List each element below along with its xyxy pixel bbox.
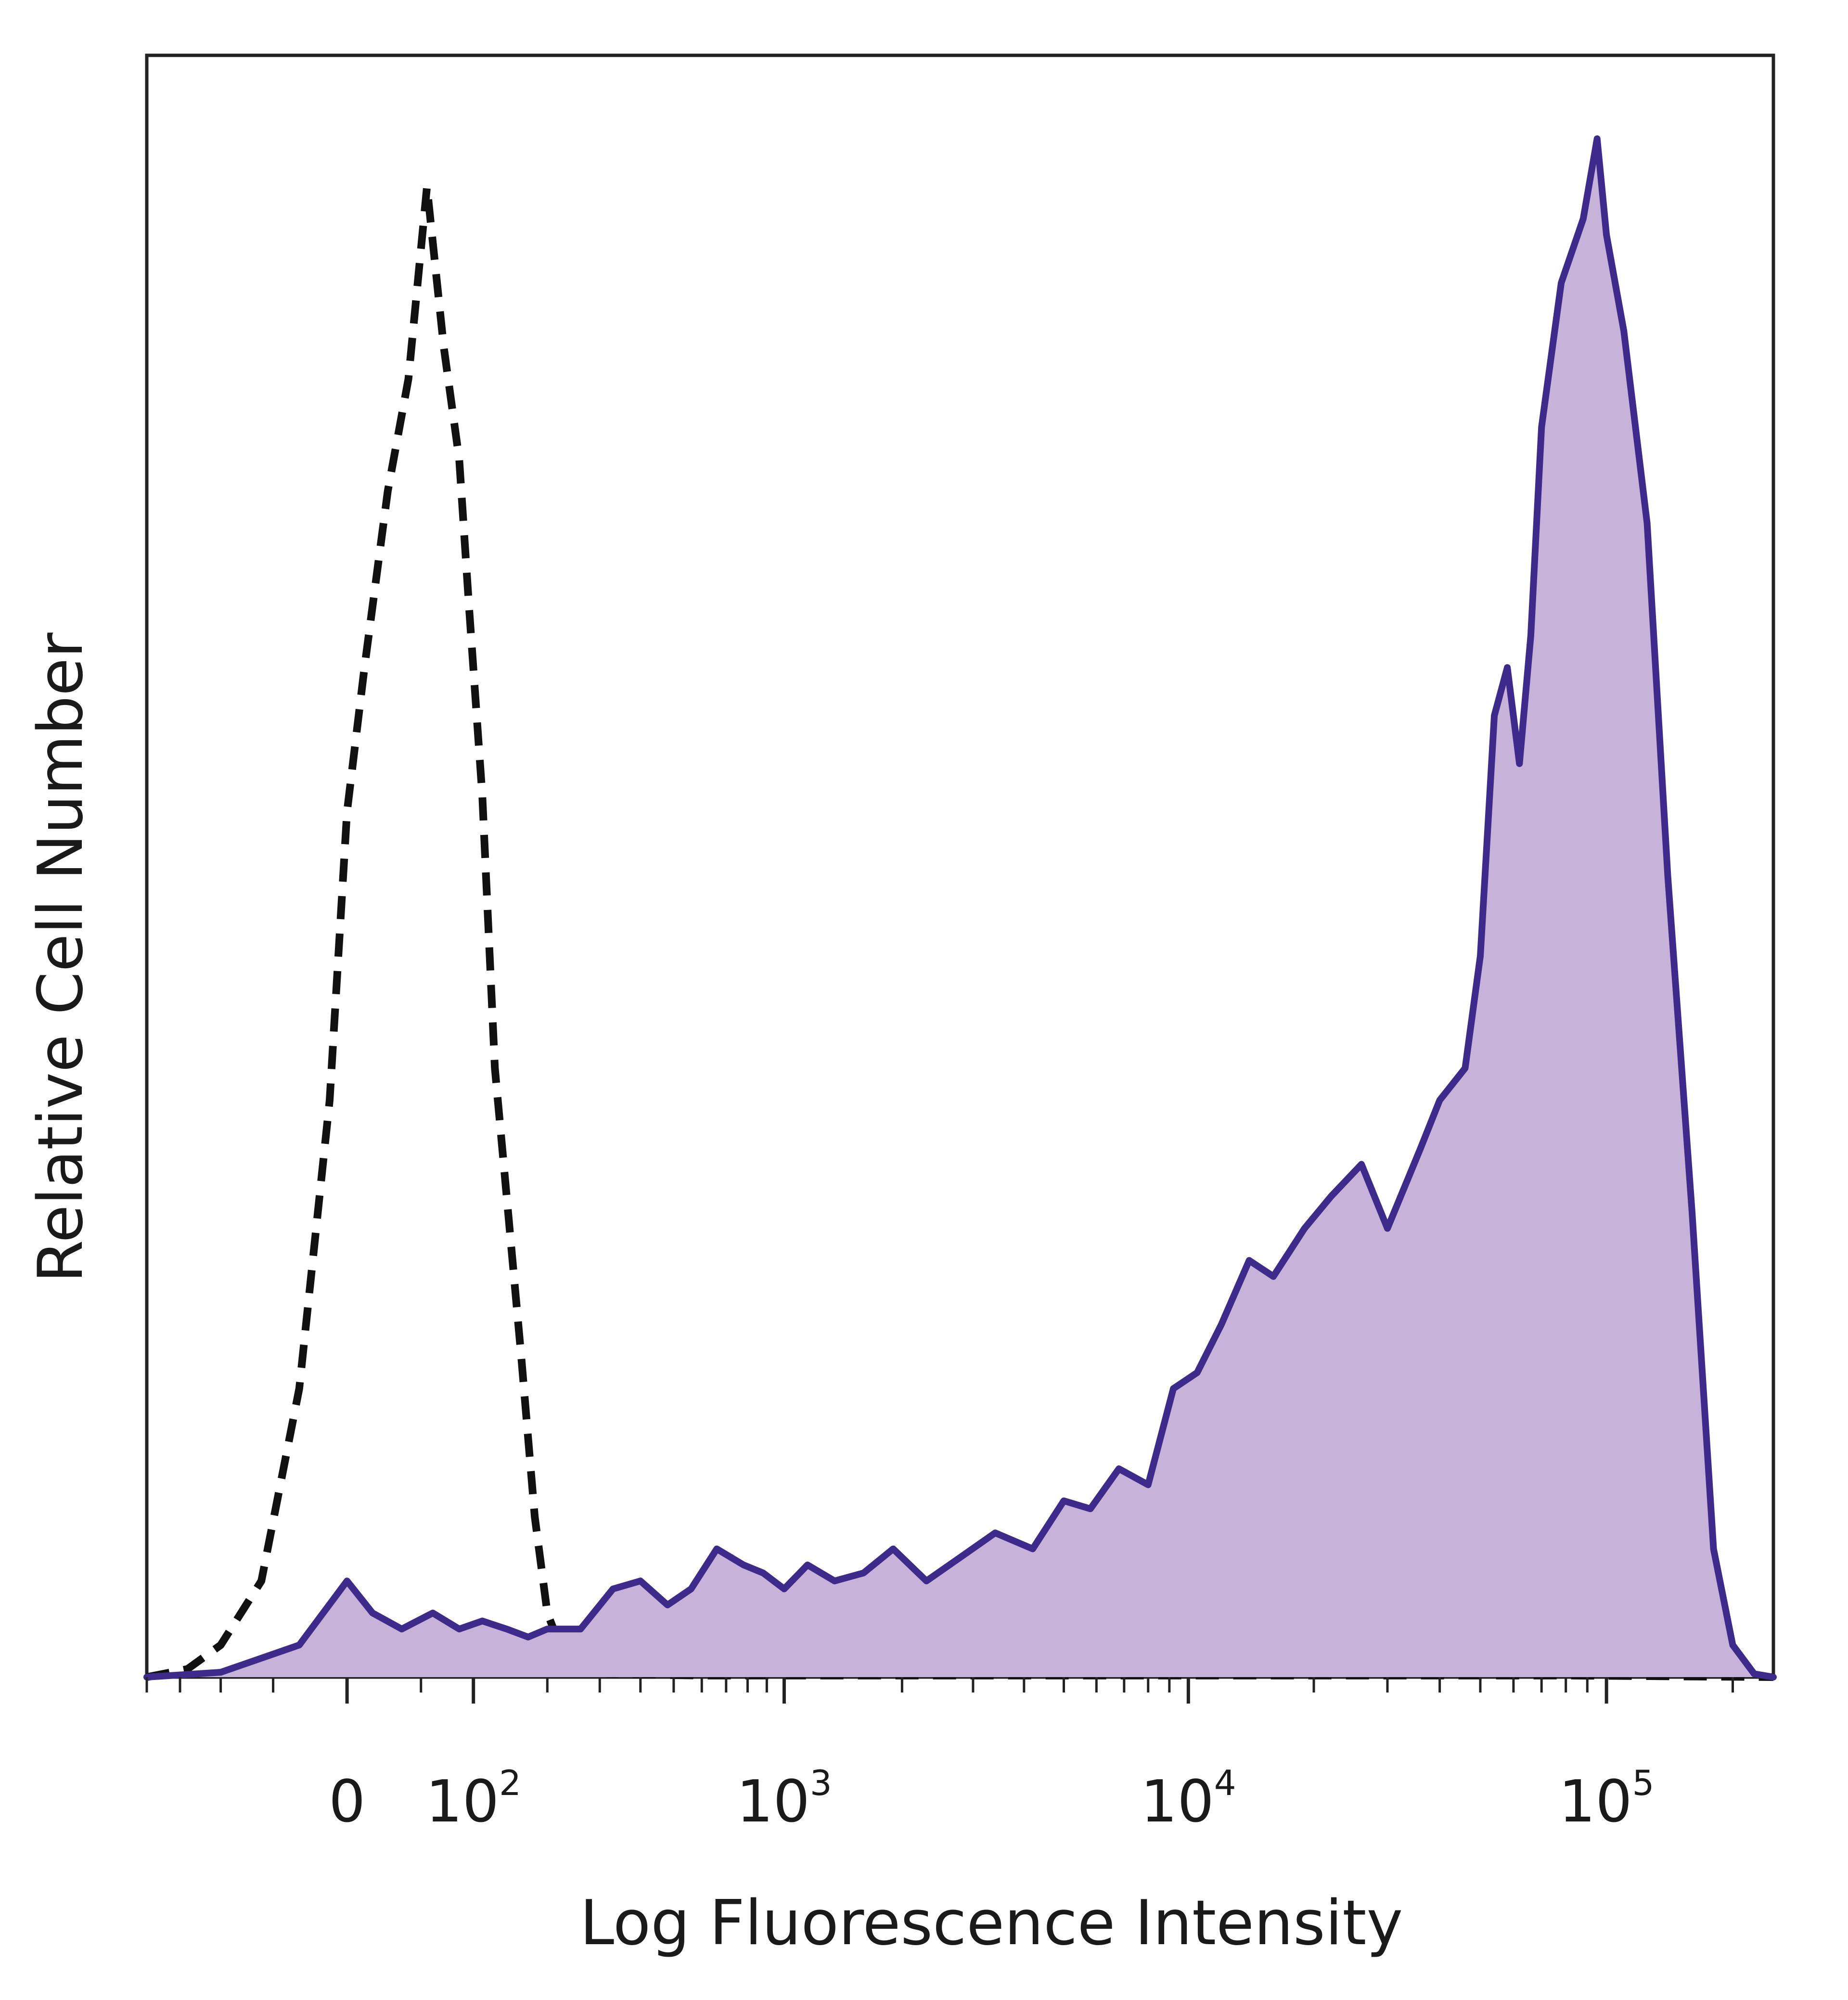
x-tick-label: 0	[329, 1769, 365, 1835]
x-axis	[145, 1677, 1734, 1704]
x-tick-labels: 0 102 103 104 105	[329, 1763, 1654, 1835]
x-tick-label: 105	[1559, 1763, 1655, 1835]
stained-histogram-line	[143, 135, 1777, 1680]
stained-histogram-fill	[147, 139, 1773, 1678]
y-axis-title: Relative Cell Number	[25, 632, 97, 1282]
x-axis-title: Log Fluorescence Intensity	[580, 1887, 1403, 1959]
x-tick-label: 104	[1141, 1763, 1236, 1835]
x-tick-label: 102	[425, 1763, 521, 1835]
x-tick-label: 103	[736, 1763, 832, 1835]
plot-area	[143, 53, 1777, 1681]
